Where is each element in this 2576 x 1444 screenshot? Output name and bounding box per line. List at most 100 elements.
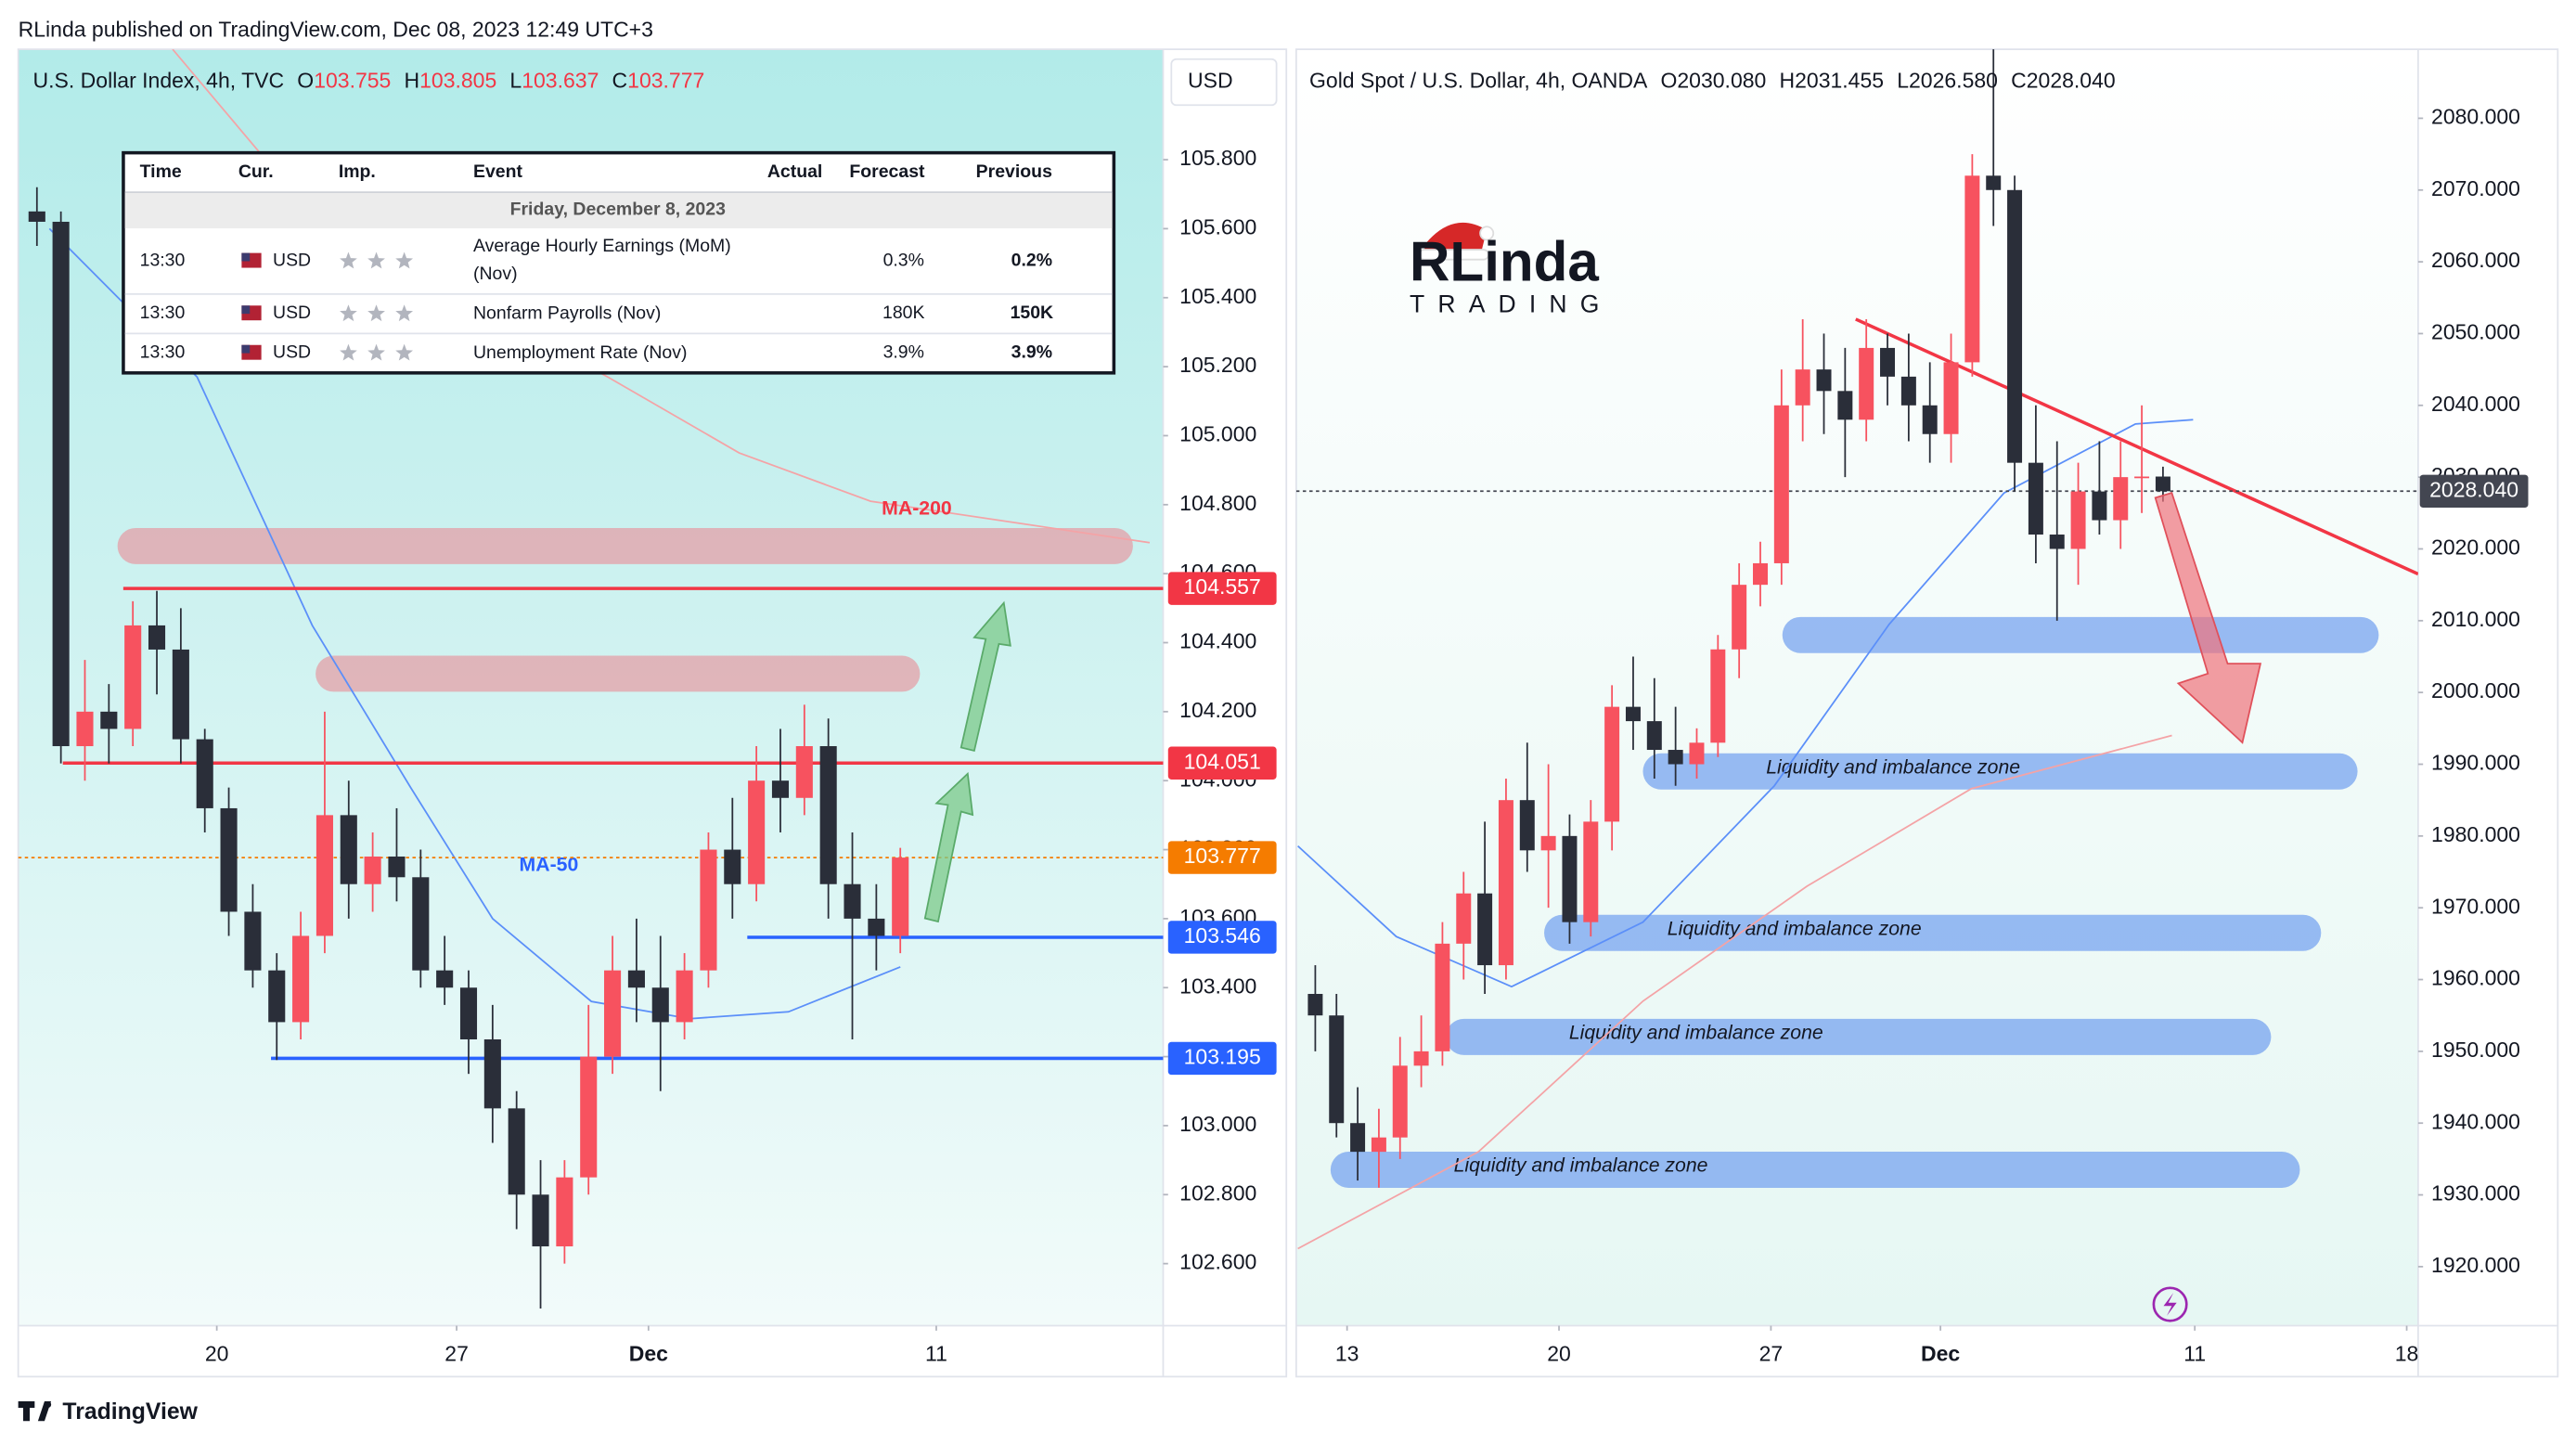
price-label: 2028.040 <box>2429 477 2518 501</box>
quote-key: C <box>612 69 628 93</box>
y-tick-label: 103.000 <box>1179 1112 1256 1136</box>
event-currency: USD <box>273 342 311 363</box>
importance-star <box>340 304 357 322</box>
quote-value: 103.637 <box>522 69 599 93</box>
event-previous: 0.2% <box>1011 251 1052 271</box>
candle-body <box>724 849 741 884</box>
y-tick-label: 1960.000 <box>2431 966 2520 990</box>
y-tick-label: 104.200 <box>1179 698 1256 722</box>
candle-body <box>676 970 693 1023</box>
zone <box>1446 1018 2272 1055</box>
zone <box>316 655 921 692</box>
candle-body <box>1519 800 1535 851</box>
quote-value: 2031.455 <box>1795 69 1884 93</box>
y-tick-label: 2060.000 <box>2431 248 2520 272</box>
candle-body <box>172 649 189 740</box>
candle-body <box>1922 405 1938 434</box>
candle-body <box>1307 993 1323 1016</box>
overlay-line <box>1855 317 2418 576</box>
candle-body <box>2049 535 2065 549</box>
candle-body <box>196 739 213 808</box>
importance-star <box>367 304 385 322</box>
event-time: 13:30 <box>140 251 186 271</box>
price-label-box <box>1167 841 1277 874</box>
candle-body <box>364 856 381 884</box>
economic-calendar: Friday, December 8, 2023 Time Cur. Imp. Eve… <box>122 150 1116 375</box>
event-time: 13:30 <box>140 303 186 323</box>
event-time: 13:30 <box>140 342 186 363</box>
event-currency: USD <box>273 251 311 271</box>
overlay-line <box>48 227 901 1020</box>
candle-body <box>844 883 861 919</box>
candle-body <box>1540 835 1556 851</box>
price-label: 104.051 <box>1184 749 1261 773</box>
y-tick-label: 105.400 <box>1179 284 1256 308</box>
candle-body <box>1646 721 1662 751</box>
candle-body <box>892 857 909 936</box>
currency-label[interactable]: USD <box>1188 69 1233 93</box>
candle-body <box>1329 1015 1345 1124</box>
candle-body <box>1837 391 1853 420</box>
candle-body <box>1604 706 1620 822</box>
x-tick-label: Dec <box>629 1341 668 1365</box>
candle-body <box>292 935 310 1023</box>
calendar-header: Forecast <box>849 161 925 182</box>
hat-brim <box>1418 249 1489 261</box>
x-tick-label: Dec <box>1921 1341 1960 1365</box>
y-tick-label: 2080.000 <box>2431 105 2520 129</box>
candle-body <box>795 746 813 798</box>
chart-layer: MA-200 MA-50 105.800 105.600 105.400 105.200 1… <box>18 49 2529 1365</box>
candle-body <box>388 856 406 878</box>
publisher-line: RLinda published on TradingView.com, Dec… <box>19 18 653 42</box>
calendar-header: Time <box>140 161 182 182</box>
currency-box[interactable] <box>1170 58 1278 107</box>
footer-brand[interactable]: TradingView <box>62 1399 198 1425</box>
candle-body <box>52 221 70 747</box>
importance-star <box>340 251 357 269</box>
chart-title: Gold Spot / U.S. Dollar, 4h, OANDA O2030.… <box>1309 69 2116 93</box>
candle-body <box>580 1056 598 1178</box>
candle-body <box>436 970 454 988</box>
y-tick-label: 2000.000 <box>2431 678 2520 703</box>
green-arrows <box>923 600 1011 923</box>
candle-body <box>124 625 142 729</box>
zone <box>1544 914 2322 951</box>
y-tick-label: 1980.000 <box>2431 822 2520 846</box>
x-tick-label: 20 <box>205 1341 229 1365</box>
event-forecast: 180K <box>882 303 924 323</box>
quote-key: L <box>509 69 522 93</box>
overlay-label: MA-50 <box>520 854 579 876</box>
santa-hat <box>1423 222 1488 257</box>
candle-body <box>244 911 262 971</box>
quote-key: H <box>405 69 420 93</box>
candle-body <box>1986 175 2002 190</box>
price-label-box <box>1167 746 1277 780</box>
candle-body <box>627 970 645 988</box>
quote-key: O <box>297 69 314 93</box>
candle-body <box>748 780 766 884</box>
price-label: 103.546 <box>1184 923 1261 948</box>
event-box: Nonfarm Payrolls (Nov) <box>473 303 661 323</box>
zone <box>1330 1152 2300 1188</box>
candle-body <box>2155 476 2170 492</box>
calendar-header: Event <box>473 161 523 182</box>
pane-borders <box>17 48 2559 1378</box>
candle-body <box>100 711 118 729</box>
zone-label: Liquidity and imbalance zone <box>1569 1021 1823 1043</box>
candle-body <box>2070 491 2086 549</box>
candle-body <box>819 746 837 884</box>
candle-body <box>604 970 622 1057</box>
logo: RLinda TRADING <box>1410 222 1599 317</box>
y-tick-label: 2010.000 <box>2431 607 2520 631</box>
x-tick-label: 27 <box>1759 1341 1784 1365</box>
zone <box>1782 616 2379 653</box>
candle-body <box>2007 189 2023 463</box>
candle-body <box>508 1108 525 1195</box>
logo-name: RLinda <box>1410 231 1599 293</box>
quote-value: 103.777 <box>627 69 704 93</box>
event-previous: 150K <box>1011 303 1054 323</box>
event-forecast: 3.9% <box>883 342 924 363</box>
zone-label: Liquidity and imbalance zone <box>1766 755 2020 778</box>
candle-body <box>412 877 430 971</box>
